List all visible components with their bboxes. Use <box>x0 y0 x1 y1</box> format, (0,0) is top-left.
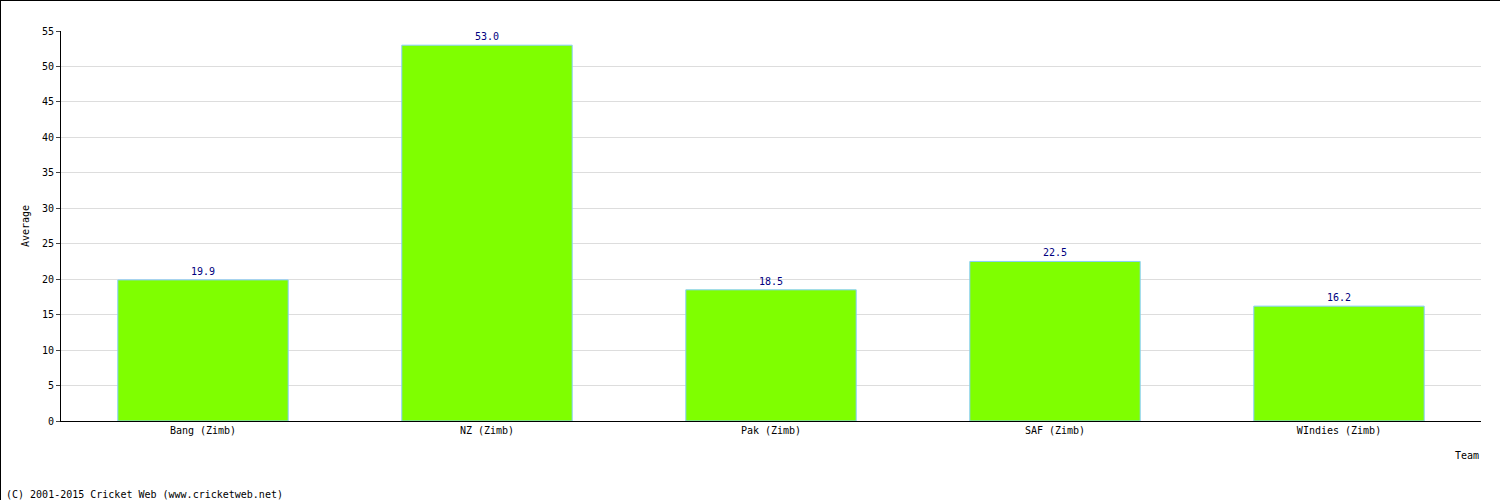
svg-text:SAF (Zimb): SAF (Zimb) <box>1025 425 1085 436</box>
svg-text:(C) 2001-2015 Cricket Web (www: (C) 2001-2015 Cricket Web (www.cricketwe… <box>6 489 283 500</box>
svg-text:25: 25 <box>42 238 54 249</box>
svg-text:NZ (Zimb): NZ (Zimb) <box>460 425 514 436</box>
svg-text:5: 5 <box>48 380 54 391</box>
svg-text:19.9: 19.9 <box>191 266 215 277</box>
svg-text:53.0: 53.0 <box>475 31 499 42</box>
svg-text:Team: Team <box>1455 450 1479 461</box>
svg-text:30: 30 <box>42 203 54 214</box>
svg-text:Pak (Zimb): Pak (Zimb) <box>741 425 801 436</box>
svg-text:15: 15 <box>42 309 54 320</box>
svg-text:16.2: 16.2 <box>1327 292 1351 303</box>
svg-text:WIndies (Zimb): WIndies (Zimb) <box>1297 425 1381 436</box>
svg-text:20: 20 <box>42 274 54 285</box>
svg-text:35: 35 <box>42 167 54 178</box>
svg-text:10: 10 <box>42 345 54 356</box>
svg-text:Bang (Zimb): Bang (Zimb) <box>170 425 236 436</box>
svg-text:18.5: 18.5 <box>759 276 783 287</box>
svg-text:40: 40 <box>42 132 54 143</box>
svg-text:45: 45 <box>42 96 54 107</box>
svg-text:50: 50 <box>42 61 54 72</box>
svg-text:Average: Average <box>20 205 31 247</box>
svg-text:22.5: 22.5 <box>1043 247 1067 258</box>
svg-text:55: 55 <box>42 26 54 37</box>
svg-text:0: 0 <box>48 416 54 427</box>
